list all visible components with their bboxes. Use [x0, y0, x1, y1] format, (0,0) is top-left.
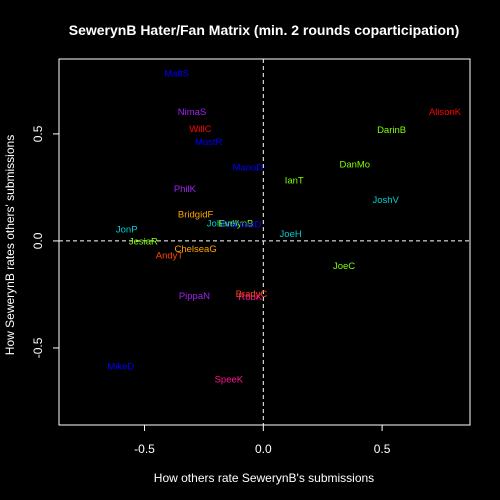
- point-thomasd: ThomasD: [220, 219, 261, 230]
- plot-frame: [58, 58, 471, 426]
- point-andyt: AndyT: [156, 250, 184, 261]
- point-pippan: PippaN: [179, 291, 210, 302]
- x-tick-label: -0.5: [134, 442, 155, 456]
- y-tick-label: -0.5: [31, 337, 45, 358]
- y-axis-ticks: -0.5 0.0 0.5: [31, 125, 59, 358]
- point-mustr: MustR: [195, 137, 223, 148]
- point-miked: MikeD: [107, 362, 134, 373]
- point-nimas: NimaS: [178, 107, 207, 118]
- point-jonp: JonP: [116, 225, 138, 236]
- point-joec: JoeC: [333, 261, 355, 272]
- point-danmo: DanMo: [339, 159, 370, 170]
- point-mariod: MarioD: [233, 163, 264, 174]
- chart-title: SewerynB Hater/Fan Matrix (min. 2 rounds…: [69, 22, 460, 38]
- point-chelseag: ChelseaG: [174, 244, 216, 255]
- point-bradyc: BradyC: [236, 289, 268, 300]
- x-axis-label: How others rate SewerynB's submissions: [154, 471, 374, 485]
- point-johanv: JohanV: [207, 218, 240, 229]
- point-iant: IanT: [285, 176, 304, 187]
- point-alisonk: AlisonK: [429, 107, 462, 118]
- point-speek: SpeeK: [215, 375, 244, 386]
- point-willc: WillC: [189, 124, 211, 135]
- point-matts: MattS: [164, 68, 189, 79]
- point-joshv: JoshV: [372, 195, 399, 206]
- x-tick-label: 0.5: [374, 442, 391, 456]
- point-philk: PhilK: [174, 184, 197, 195]
- point-bridgidf: BridgidF: [178, 210, 214, 221]
- point-evelynb: EvelynB: [219, 218, 254, 229]
- point-robk: RobK: [238, 292, 262, 303]
- point-darinb: DarinB: [377, 125, 406, 136]
- y-tick-label: 0.5: [31, 125, 45, 142]
- point-jesiar: JesiaR: [129, 237, 158, 248]
- point-labels: MattS NimaS WillC MustR AlisonK DarinB DanMo Ma…: [107, 68, 462, 385]
- point-joeh: JoeH: [280, 229, 302, 240]
- x-axis-ticks: -0.5 0.0 0.5: [134, 425, 391, 456]
- x-tick-label: 0.0: [255, 442, 272, 456]
- y-axis-label: How SewerynB rates others' submissions: [3, 135, 17, 355]
- y-tick-label: 0.0: [31, 232, 45, 249]
